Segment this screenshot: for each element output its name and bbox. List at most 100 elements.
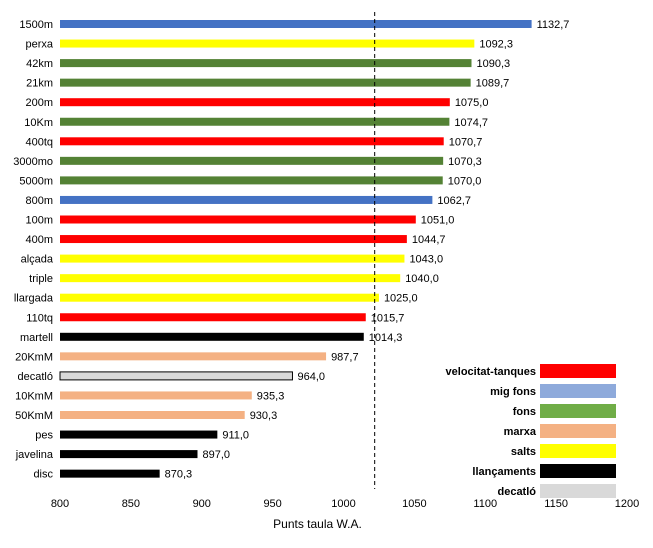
category-label: pes — [35, 430, 53, 442]
x-tick-label: 1100 — [473, 498, 497, 510]
category-label: perxa — [25, 39, 53, 51]
x-tick-label: 1000 — [331, 498, 355, 510]
legend-label: decatló — [497, 486, 536, 498]
bar — [60, 391, 252, 400]
category-label: 200m — [25, 97, 53, 109]
value-label: 964,0 — [297, 371, 325, 383]
category-label: disc — [33, 469, 53, 481]
category-label: 110tq — [26, 312, 53, 324]
category-label: 100m — [25, 215, 53, 227]
value-label: 987,7 — [331, 351, 359, 363]
value-label: 1040,0 — [405, 273, 439, 285]
bar — [60, 254, 405, 263]
value-label: 1132,7 — [537, 19, 570, 31]
bar — [59, 371, 293, 381]
value-label: 1014,3 — [369, 332, 403, 344]
bar — [60, 313, 366, 322]
category-label: 3000mo — [13, 156, 53, 168]
legend-swatch — [540, 424, 616, 438]
bar — [60, 274, 401, 283]
value-label: 911,0 — [222, 430, 249, 442]
value-label: 1092,3 — [479, 39, 513, 51]
value-label: 897,0 — [202, 449, 230, 461]
value-label: 1062,7 — [437, 195, 471, 207]
value-labels: 1132,7 1092,3 1090,3 1089,7 1075,0 1074,7 1070… — [165, 19, 570, 481]
value-label: 1043,0 — [409, 254, 443, 266]
legend-swatch — [540, 384, 616, 398]
category-label: 20KmM — [15, 351, 53, 363]
legend-swatch — [540, 364, 616, 378]
category-label: 400tq — [25, 136, 53, 148]
x-tick-label: 950 — [263, 498, 281, 510]
category-label: 50KmM — [15, 410, 53, 422]
value-label: 1074,7 — [454, 117, 488, 129]
legend-label: velocitat-tanques — [446, 366, 536, 378]
category-label: llargada — [14, 293, 54, 305]
bar — [60, 430, 218, 439]
x-tick-label: 1200 — [615, 498, 639, 510]
bar — [60, 411, 245, 419]
x-tick-label: 1150 — [544, 498, 568, 510]
value-label: 935,3 — [257, 390, 285, 402]
bar — [60, 156, 444, 165]
x-axis: 800 850 900 950 1000 1050 1100 1150 1200 — [51, 498, 639, 510]
bar — [60, 215, 416, 224]
x-tick-label: 800 — [51, 498, 69, 510]
value-label: 1075,0 — [455, 97, 489, 109]
value-label: 1089,7 — [476, 78, 510, 90]
bar — [60, 195, 433, 204]
legend-label: fons — [513, 406, 536, 418]
value-label: 1051,0 — [421, 215, 455, 227]
category-label: 800m — [25, 195, 53, 207]
category-label: 10KmM — [15, 390, 53, 402]
bar — [60, 78, 471, 87]
legend-swatch — [540, 464, 616, 478]
value-label: 930,3 — [250, 410, 278, 422]
value-label: 1025,0 — [384, 293, 418, 305]
legend-label: salts — [511, 446, 536, 458]
legend-label: llançaments — [472, 466, 536, 478]
bar — [60, 469, 160, 478]
legend-label: mig fons — [490, 386, 536, 398]
bar — [60, 59, 472, 68]
value-label: 1070,0 — [448, 175, 482, 187]
bar — [60, 352, 327, 361]
category-label: martell — [20, 332, 53, 344]
category-label: decatló — [18, 371, 53, 383]
bar — [60, 117, 450, 126]
bar — [60, 137, 444, 146]
value-label: 1015,7 — [371, 312, 405, 324]
category-label: 1500m — [19, 19, 53, 31]
category-label: 21km — [26, 78, 53, 90]
category-label: 5000m — [19, 175, 53, 187]
category-label: triple — [29, 273, 53, 285]
value-label: 870,3 — [165, 469, 193, 481]
category-label: 42km — [26, 58, 53, 70]
bar — [60, 235, 407, 244]
value-label: 1044,7 — [412, 234, 446, 246]
legend-label: marxa — [504, 426, 537, 438]
bar — [60, 176, 443, 185]
x-tick-label: 1050 — [402, 498, 426, 510]
category-labels: 1500m perxa 42km 21km 200m 10Km 400tq 3000mo 500… — [13, 19, 54, 481]
legend-swatch — [540, 444, 616, 458]
bar — [60, 450, 198, 459]
value-label: 1070,3 — [448, 156, 482, 168]
x-tick-label: 900 — [193, 498, 211, 510]
legend-swatch — [540, 404, 616, 418]
bar — [60, 20, 532, 28]
bars — [59, 20, 532, 478]
legend: velocitat-tanques mig fons fons marxa salts l… — [446, 364, 616, 498]
legend-swatch — [540, 484, 616, 498]
bar — [60, 332, 364, 341]
bar — [60, 39, 475, 48]
bar — [60, 293, 379, 302]
value-label: 1070,7 — [449, 136, 483, 148]
category-label: 10Km — [24, 117, 53, 129]
x-axis-label: Punts taula W.A. — [273, 517, 362, 531]
category-label: javelina — [15, 449, 54, 461]
x-tick-label: 850 — [122, 498, 140, 510]
category-label: 400m — [25, 234, 53, 246]
category-label: alçada — [21, 254, 54, 266]
